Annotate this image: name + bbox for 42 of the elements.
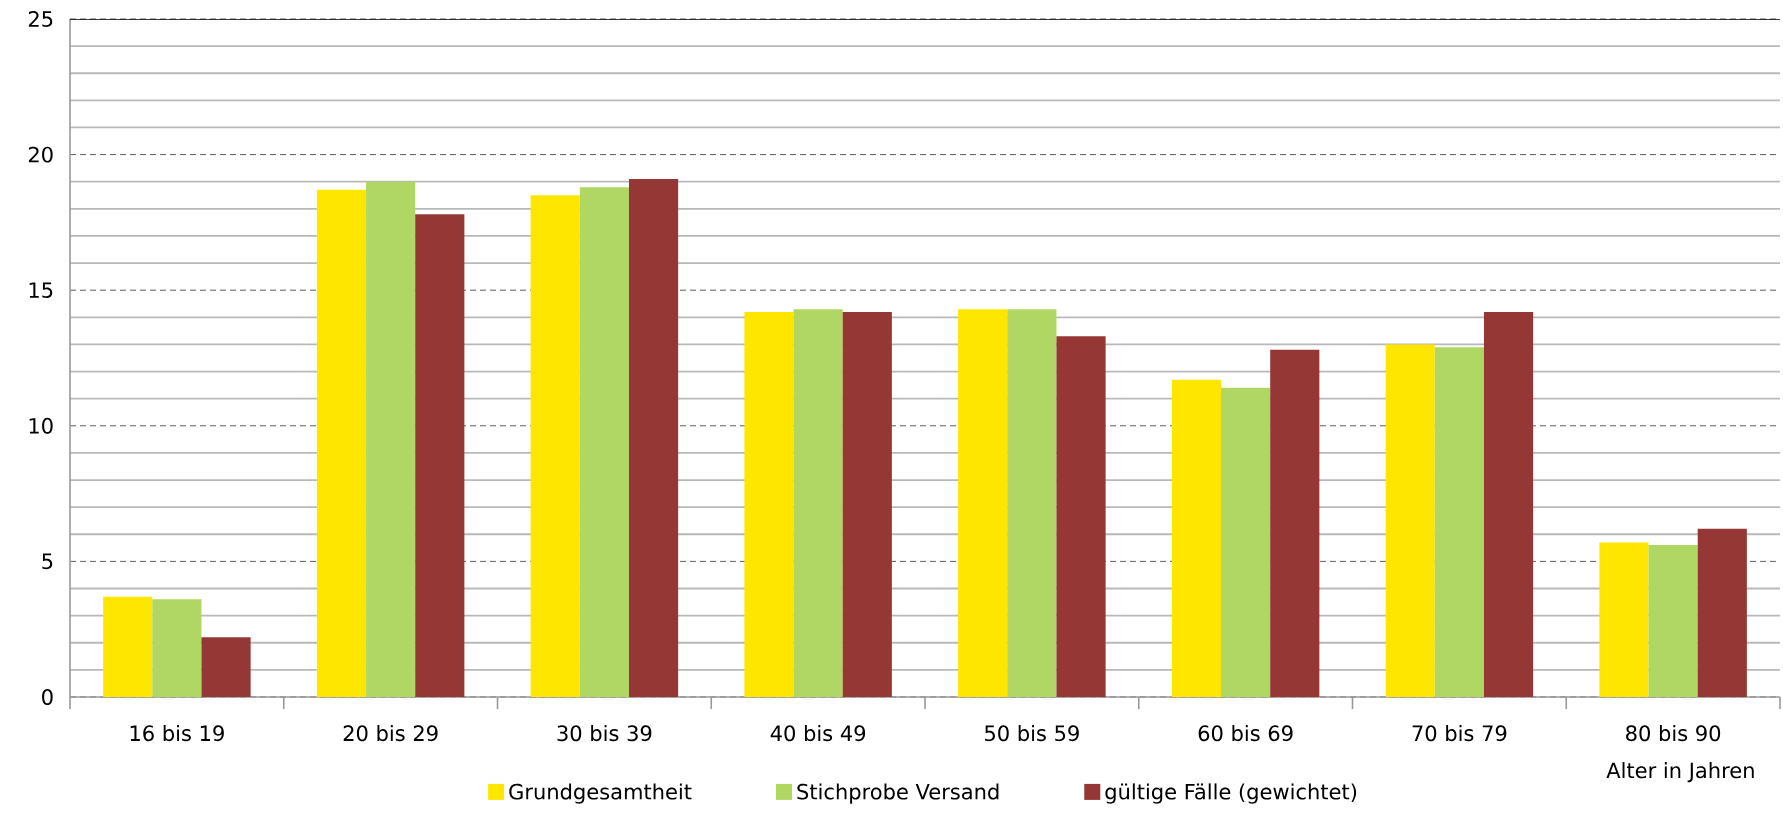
x-tick-label: 20 bis 29 <box>343 724 438 742</box>
bar <box>316 189 367 697</box>
bar <box>1385 344 1435 697</box>
legend-label: Stichprobe Versand <box>797 783 999 804</box>
bar <box>103 596 153 697</box>
x-tick-label: 40 bis 49 <box>770 724 866 742</box>
bar <box>415 214 465 697</box>
bar <box>744 311 794 697</box>
bar <box>1434 347 1484 697</box>
bar <box>1221 387 1271 697</box>
y-tick-label: 15 <box>29 282 53 298</box>
x-tick-label: 50 bis 59 <box>985 724 1079 742</box>
bar <box>152 599 202 697</box>
x-tick-label: 30 bis 39 <box>557 724 652 742</box>
bar <box>793 309 843 697</box>
x-tick-label: 80 bis 90 <box>1626 724 1721 742</box>
y-tick-label: 5 <box>42 553 53 570</box>
y-tick-label: 10 <box>29 417 53 434</box>
x-axis-title: Alter in Jahren <box>1606 762 1754 783</box>
bar <box>579 187 629 697</box>
y-tick-label: 25 <box>28 11 53 27</box>
bar <box>1483 311 1534 697</box>
bar <box>201 637 251 697</box>
bar <box>842 311 892 697</box>
x-tick-label: 70 bis 79 <box>1412 724 1507 742</box>
y-tick-label: 20 <box>28 146 53 163</box>
bar <box>1056 336 1106 697</box>
bar <box>1270 349 1320 697</box>
bar <box>1697 528 1747 697</box>
x-tick-label: 16 bis 19 <box>130 724 224 742</box>
bar <box>1599 542 1649 697</box>
legend-label: gültige Fälle (gewichtet) <box>1105 783 1357 804</box>
bar <box>1171 379 1222 697</box>
bar <box>1648 545 1698 697</box>
bar <box>1007 309 1057 697</box>
bar <box>530 195 580 697</box>
x-tick-label: 60 bis 69 <box>1198 724 1293 742</box>
legend-label: Grundgesamtheit <box>509 783 692 804</box>
bar <box>958 309 1008 697</box>
bar <box>366 181 416 697</box>
y-tick-label: 0 <box>42 689 53 705</box>
bar <box>628 179 679 697</box>
